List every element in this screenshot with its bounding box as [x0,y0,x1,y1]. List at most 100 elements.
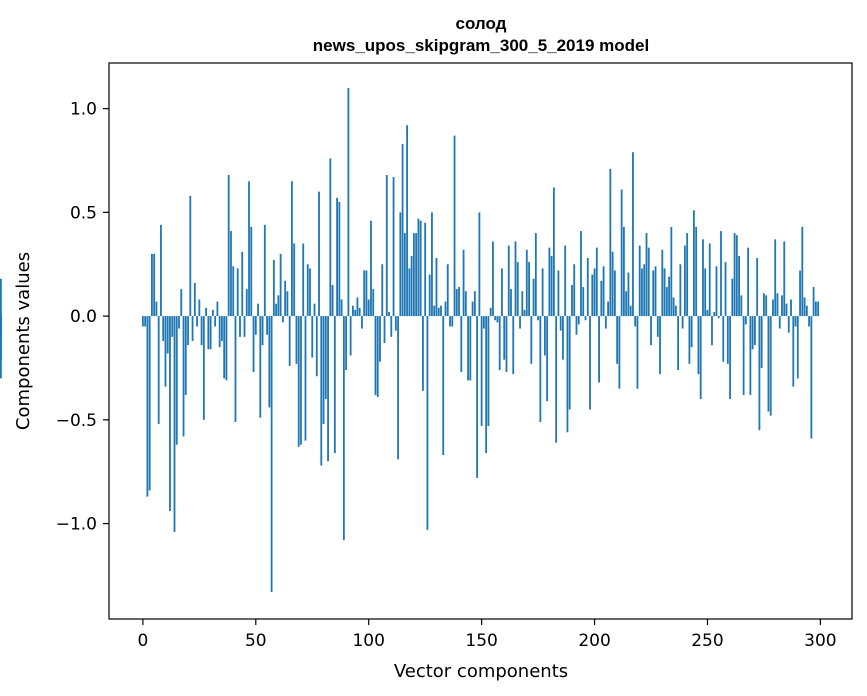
bar-45 [243,316,246,337]
bar-246 [697,316,700,375]
bar-148 [476,316,479,478]
bar-121 [415,233,418,317]
bar-298 [814,301,817,317]
bar-223 [645,233,648,317]
bar-1 [144,316,147,327]
x-tick-label: 50 [245,631,267,651]
bar-53 [261,316,264,346]
bar-282 [778,316,781,329]
bar-19 [184,316,187,395]
bar-88 [340,299,343,317]
bar-137 [451,316,454,327]
bar-49 [252,316,255,373]
bar-13 [171,316,174,337]
bar-286 [787,316,790,333]
bar-228 [656,316,659,337]
bar-74 [309,268,311,317]
bar-80 [322,316,325,424]
x-tick-label: 300 [804,631,836,651]
bar-63 [284,280,287,317]
bar-92 [349,316,352,356]
bar-77 [315,316,318,377]
bar-113 [397,316,399,460]
bar-202 [598,316,600,383]
bar-140 [458,287,460,317]
bar-147 [473,291,476,317]
bar-101 [370,220,372,317]
bar-14 [173,316,176,532]
bar-93 [352,305,354,317]
x-tick-label: 150 [465,631,497,651]
bar-65 [288,316,291,366]
bar-50 [254,316,257,335]
bar-180 [548,247,551,317]
bar-31 [211,309,214,317]
y-axis-label: Components values [13,252,34,430]
bar-98 [363,270,366,317]
bar-160 [503,316,506,360]
bar-2 [146,316,149,497]
bar-151 [482,316,485,329]
bar-153 [487,316,490,427]
bar-41 [234,316,237,422]
bar-16 [178,316,180,329]
bar-115 [401,143,404,317]
bar-32 [214,316,217,327]
bar-103 [374,316,377,395]
bar-221 [641,268,643,317]
bar-164 [512,316,515,375]
bar-182 [552,187,555,317]
bar-257 [722,316,725,362]
bar-27 [202,316,205,420]
bar-217 [632,152,634,317]
bar-108 [385,175,388,317]
bar-37 [225,316,228,381]
bar-75 [311,316,314,358]
bar-9 [162,316,165,341]
bar-227 [654,266,657,317]
bar-278 [769,316,772,416]
bar-142 [462,249,465,317]
bar-285 [785,303,788,317]
bar-81 [324,316,327,400]
bar-54 [263,224,266,317]
bar-7 [157,316,160,424]
bar-191 [573,264,576,317]
bar-178 [543,316,546,356]
bar-55 [266,316,268,335]
bar-179 [546,316,549,402]
bar-216 [629,305,632,317]
bar-271 [753,316,756,346]
bar-119 [410,255,413,317]
bar-36 [223,316,226,379]
bar-66 [291,181,293,317]
bar-129 [433,305,436,317]
bar-73 [306,264,309,317]
bar-169 [523,309,526,317]
bar-280 [774,239,777,317]
bar-12 [169,316,171,512]
bar-145 [469,316,472,381]
bar-166 [516,262,519,317]
bar-28 [205,307,208,317]
bar-204 [602,266,605,317]
bar-46 [245,289,248,317]
bar-255 [717,316,720,319]
bar-8 [160,224,162,317]
bar-267 [744,316,747,325]
bar-168 [521,291,524,317]
bar-299 [817,301,820,317]
bar-240 [683,245,686,317]
bar-163 [510,289,512,317]
bar-268 [747,247,750,317]
bar-264 [738,255,740,317]
y-tick-label: −0.5 [56,411,97,431]
bar-10 [164,316,167,387]
x-tick-label: 0 [137,631,148,651]
bar-171 [528,262,530,317]
bar-211 [618,316,621,389]
bar-56 [268,316,271,408]
y-tick-label: −1.0 [56,515,97,535]
bar-29 [207,316,210,350]
bar-205 [604,316,607,329]
